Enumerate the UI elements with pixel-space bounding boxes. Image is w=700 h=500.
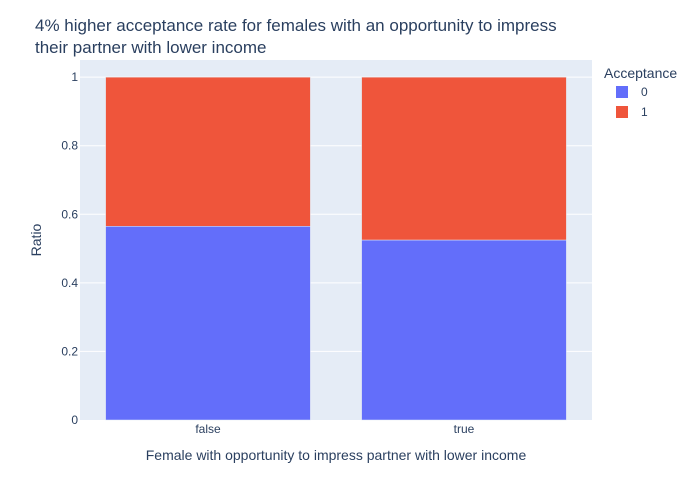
bar-false-series-0 <box>105 226 311 421</box>
y-tick-label: 0.6 <box>61 207 78 221</box>
x-tick-label: false <box>195 422 221 436</box>
bars <box>105 76 567 421</box>
legend-label-0[interactable]: 0 <box>641 85 648 99</box>
y-axis-ticks: 0 0.2 0.4 0.6 0.8 1 <box>61 70 78 427</box>
y-tick-label: 1 <box>71 70 78 84</box>
y-tick-label: 0.4 <box>61 276 78 290</box>
y-tick-label: 0.2 <box>61 344 78 358</box>
chart-title-line-1: 4% higher acceptance rate for females wi… <box>35 16 557 35</box>
legend-swatch-1[interactable] <box>616 106 628 118</box>
y-axis-title: Ratio <box>28 223 44 256</box>
chart-title-line-2: their partner with lower income <box>35 38 266 57</box>
x-tick-label: true <box>454 422 475 436</box>
legend-items: 01 <box>616 85 648 119</box>
x-axis-title: Female with opportunity to impress partn… <box>146 447 527 463</box>
y-tick-label: 0.8 <box>61 139 78 153</box>
legend-title: Acceptance <box>604 65 677 81</box>
legend-label-1[interactable]: 1 <box>641 105 648 119</box>
legend-swatch-0[interactable] <box>616 86 628 98</box>
bar-false-series-1 <box>105 76 311 227</box>
x-axis-ticks: false true <box>195 422 474 436</box>
bar-true-series-0 <box>361 239 567 421</box>
legend: Acceptance 01 <box>604 65 677 119</box>
y-tick-label: 0 <box>71 413 78 427</box>
bar-true-series-1 <box>361 76 567 241</box>
